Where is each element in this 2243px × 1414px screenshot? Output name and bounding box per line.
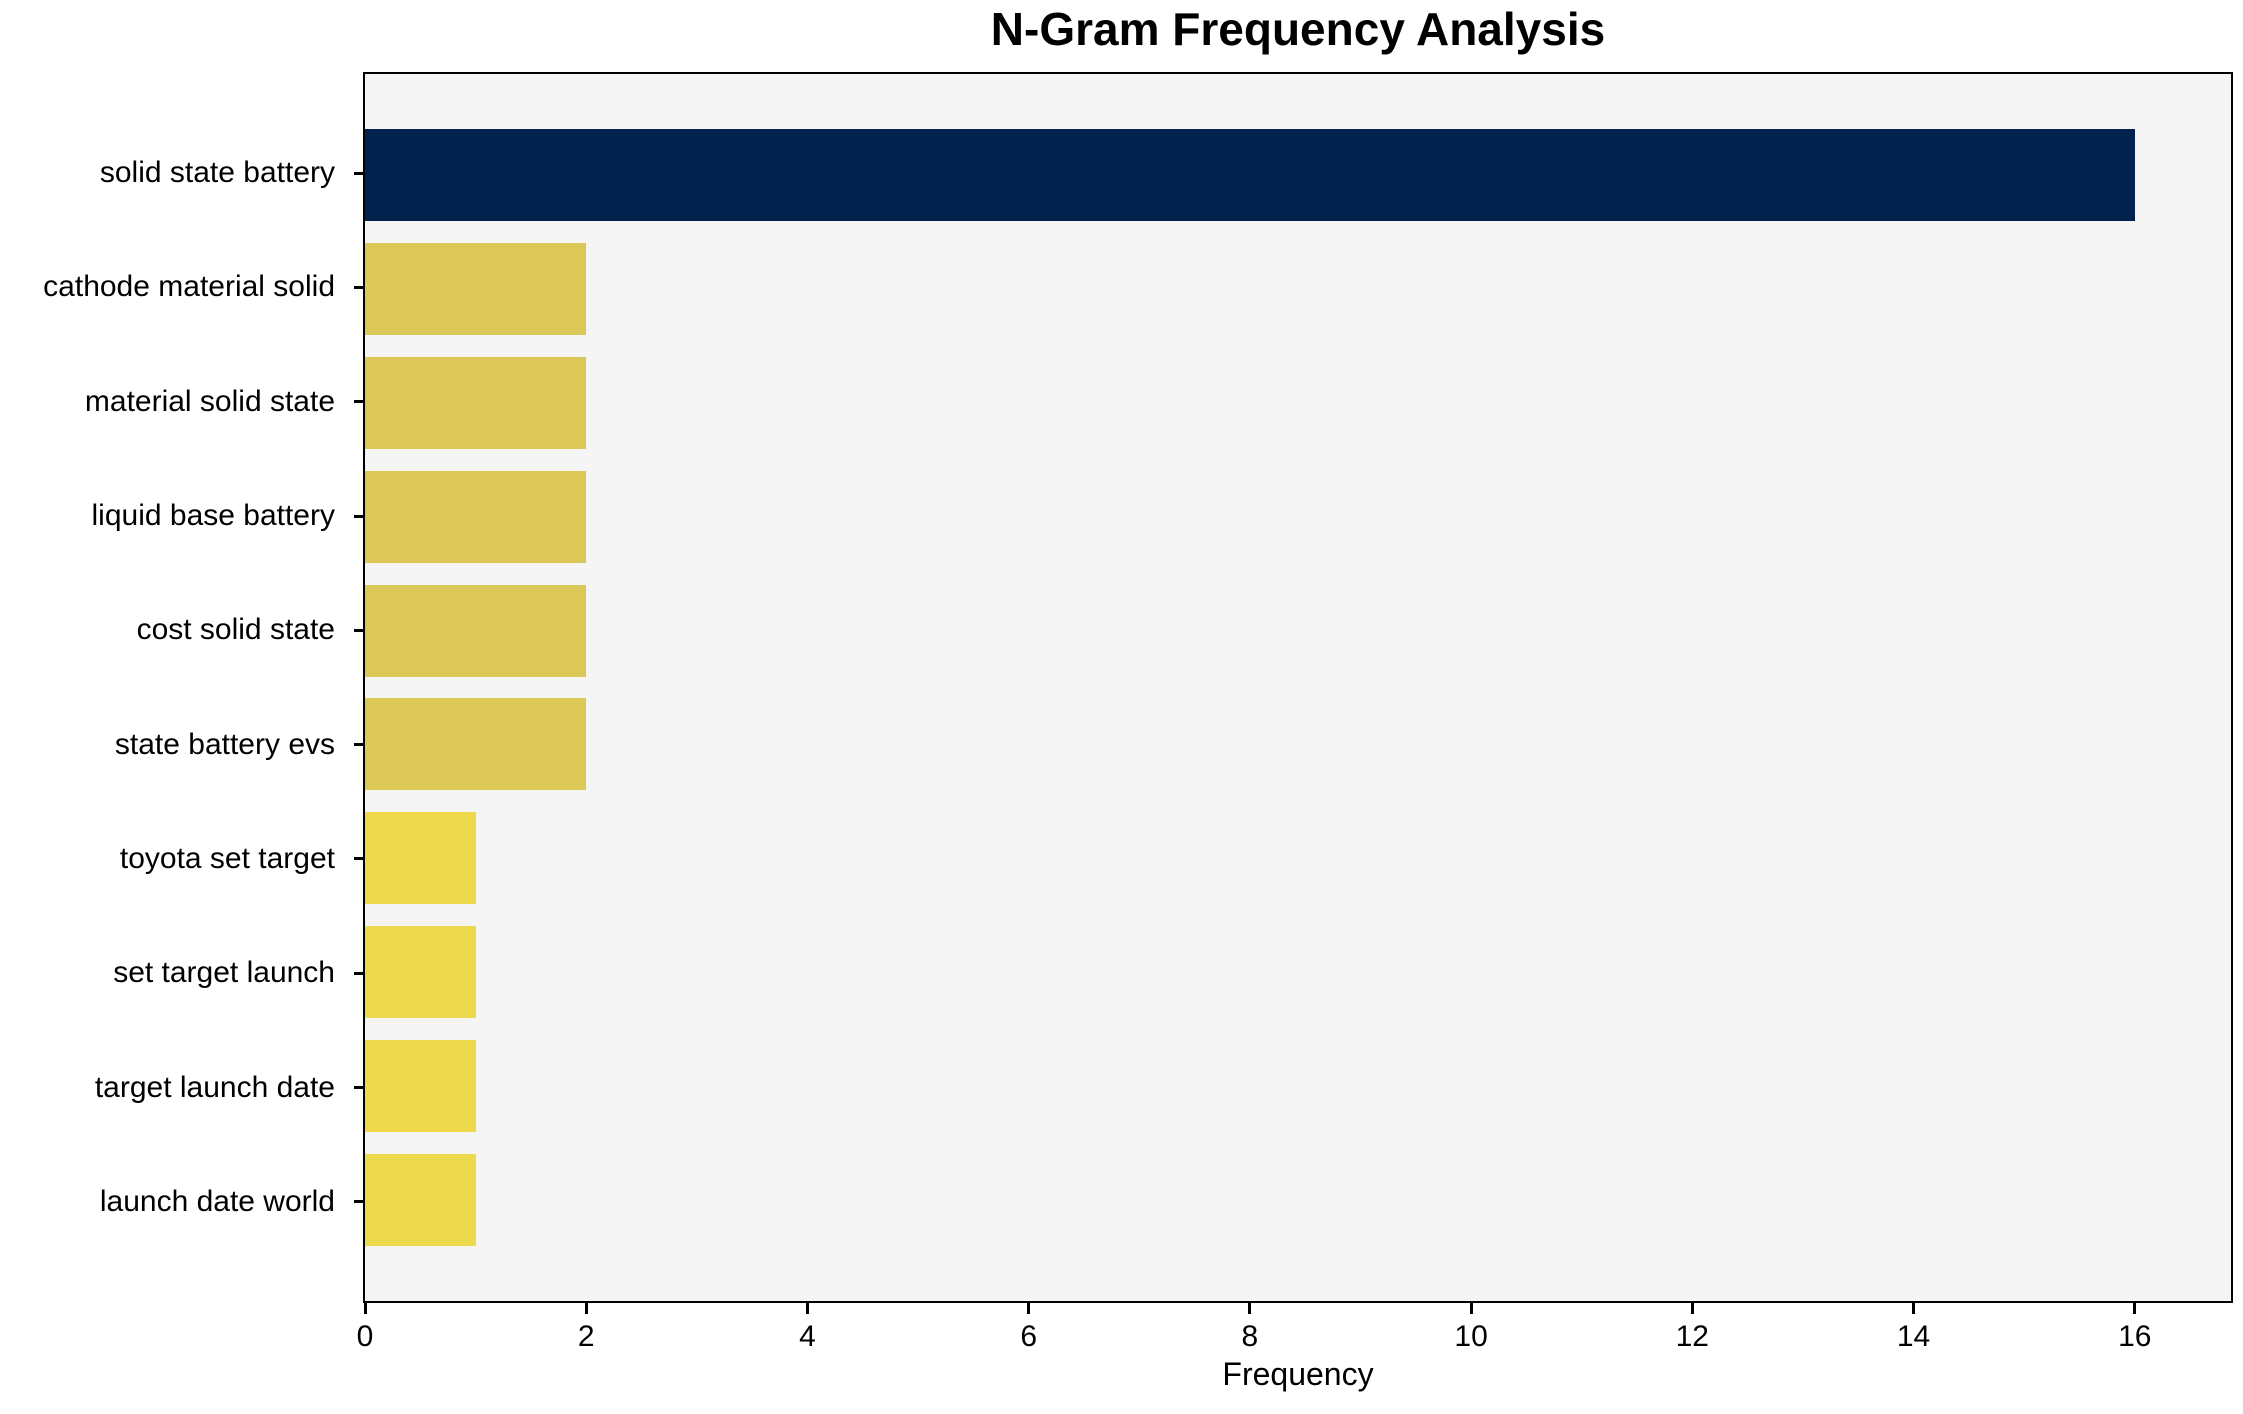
y-label-row: cathode material solid (0, 230, 363, 344)
bar-row (365, 1143, 2231, 1257)
x-tick (363, 1303, 367, 1314)
y-axis-label: material solid state (84, 384, 335, 418)
bar (365, 1154, 476, 1247)
bar (365, 584, 587, 677)
y-axis-label: cathode material solid (43, 270, 335, 304)
y-label-row: material solid state (0, 345, 363, 459)
bar-row (365, 574, 2231, 688)
bar (365, 926, 476, 1019)
x-tick-label: 16 (2118, 1320, 2152, 1353)
y-axis-label: launch date world (99, 1184, 335, 1218)
x-tick (1912, 1303, 1916, 1314)
y-tick (354, 171, 363, 175)
bar-row (365, 915, 2231, 1029)
y-label-row: launch date world (0, 1145, 363, 1259)
bar-row (365, 460, 2231, 574)
y-tick (354, 1086, 363, 1090)
x-tick (1690, 1303, 1694, 1314)
bar (365, 242, 587, 335)
y-axis-label: target launch date (94, 1070, 335, 1104)
x-tick (584, 1303, 588, 1314)
y-axis-label: liquid base battery (91, 499, 336, 533)
x-tick-label: 0 (356, 1320, 374, 1353)
bar (365, 356, 587, 449)
x-tick (1248, 1303, 1252, 1314)
bar (365, 1040, 476, 1133)
bars-container (365, 118, 2231, 1257)
x-axis-label: Frequency (1222, 1356, 1374, 1392)
bar-row (365, 118, 2231, 232)
x-tick-label: 8 (1241, 1320, 1259, 1353)
x-tick (805, 1303, 809, 1314)
y-axis: solid state battery cathode material soli… (0, 116, 363, 1259)
x-tick-label: 2 (577, 1320, 595, 1353)
y-label-row: cost solid state (0, 573, 363, 687)
x-tick-label: 12 (1675, 1320, 1709, 1353)
chart-title: N-Gram Frequency Analysis (990, 3, 1606, 55)
bar (365, 698, 587, 791)
bar (365, 470, 587, 563)
x-tick-label: 6 (1020, 1320, 1037, 1353)
y-tick (354, 1200, 363, 1204)
y-axis-label: solid state battery (99, 156, 335, 190)
plot-area (363, 72, 2233, 1303)
x-axis: 0 2 4 6 8 10 12 14 16 (357, 1303, 2231, 1363)
x-tick (2133, 1303, 2137, 1314)
bar-row (365, 801, 2231, 915)
y-tick (354, 514, 363, 518)
y-tick (354, 400, 363, 404)
x-tick-label: 4 (799, 1320, 816, 1353)
y-axis-label: state battery evs (114, 727, 335, 761)
bar-row (365, 346, 2231, 460)
y-tick (354, 743, 363, 747)
y-tick (354, 285, 363, 289)
y-label-row: set target launch (0, 916, 363, 1030)
y-label-row: state battery evs (0, 687, 363, 801)
bar (365, 128, 2135, 221)
y-axis-label: cost solid state (136, 613, 335, 647)
bar (365, 812, 476, 905)
x-tick (1469, 1303, 1473, 1314)
y-axis-label: set target launch (113, 956, 335, 990)
y-label-row: liquid base battery (0, 459, 363, 573)
y-label-row: solid state battery (0, 116, 363, 230)
x-tick (1027, 1303, 1031, 1314)
y-label-row: toyota set target (0, 802, 363, 916)
bar-row (365, 232, 2231, 346)
y-label-row: target launch date (0, 1030, 363, 1144)
x-tick-label: 10 (1454, 1320, 1488, 1353)
bar-row (365, 1029, 2231, 1143)
y-tick (354, 628, 363, 632)
bar-row (365, 688, 2231, 802)
y-axis-label: toyota set target (119, 841, 335, 875)
x-tick-label: 14 (1896, 1320, 1931, 1353)
y-tick (354, 971, 363, 975)
y-tick (354, 857, 363, 861)
